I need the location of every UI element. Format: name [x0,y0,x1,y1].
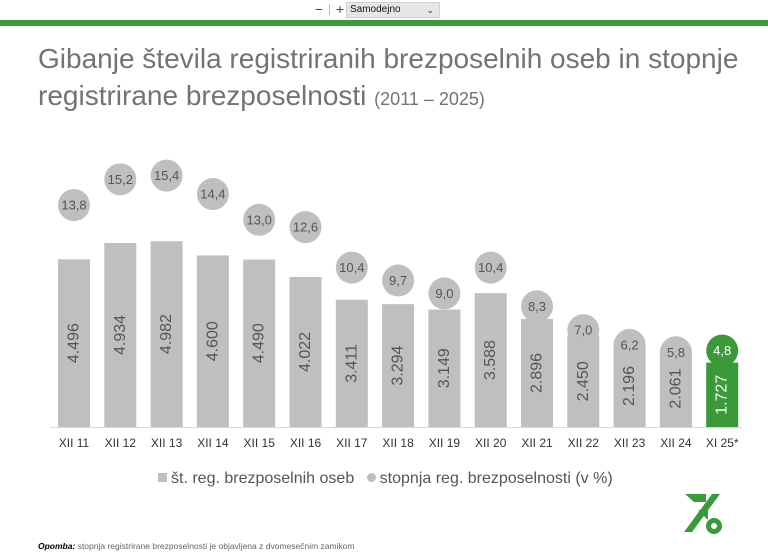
chevron-down-icon: ⌄ [426,5,434,15]
x-tick-label: XII 11 [59,436,90,450]
bar-value-label: 4.982 [158,314,175,354]
chart-legend: št. reg. brezposelnih oseb stopnja reg. … [158,470,613,488]
rate-bubble [521,290,553,323]
bar [382,304,415,427]
bar-value-label: 2.061 [667,368,684,408]
bar [196,255,229,427]
footnote-text: stopnja registrirane brezposelnosti je o… [77,541,355,551]
pdf-toolbar: − + Samodejno ⌄ [0,0,768,20]
rate-value-label: 9,0 [435,286,453,301]
rate-value-label: 13,8 [61,198,86,213]
x-tick-label: XII 24 [660,436,692,450]
bar-value-label: 3.294 [390,345,407,385]
footnote: Opomba: stopnja registrirane brezposelno… [38,541,355,551]
zoom-select[interactable]: Samodejno ⌄ [346,2,440,18]
rate-value-label: 9,7 [389,273,407,288]
bar-value-label: 1.727 [714,375,731,415]
rate-bubble [706,334,739,367]
legend-circle-swatch [366,473,376,482]
rate-value-label: 15,2 [108,172,133,187]
bar-value-label: 4.600 [204,321,221,361]
bar [567,335,600,427]
slide-title-main: Gibanje števila registriranih brezposeln… [38,43,739,111]
x-tick-label: XII 22 [568,436,600,450]
x-tick-label: XII 23 [614,436,646,450]
toolbar-divider [329,4,330,15]
rate-value-label: 6,2 [621,337,639,352]
zoom-in-button[interactable]: + [335,1,345,17]
bar [428,309,461,427]
bar-value-label: 2.450 [575,361,592,401]
header-accent-bar [0,20,768,26]
rate-bubble [659,336,692,369]
bar-value-label: 4.934 [112,315,129,355]
bar [289,276,322,427]
rate-bubble [613,328,646,361]
x-tick-label: XII 20 [475,436,507,450]
slide-title: Gibanje števila registriranih brezposeln… [38,40,758,118]
legend-bar-label: št. reg. brezposelnih oseb [171,470,355,487]
bar [474,293,507,427]
rate-value-label: 14,4 [200,187,225,202]
bar-value-label: 3.411 [343,344,360,383]
x-tick-label: XII 15 [244,436,276,450]
rate-value-label: 8,3 [528,299,546,314]
rate-bubble [289,211,322,244]
rate-value-label: 10,4 [478,260,503,275]
x-tick-label: XII 17 [336,436,368,450]
x-tick-label: XII 18 [382,436,414,450]
x-tick-label: XII 19 [429,436,461,450]
bar-value-label: 4.496 [66,323,83,363]
bar [706,362,739,427]
rate-bubble [567,314,600,347]
bar-value-label: 2.196 [621,366,638,406]
bar-value-label: 4.022 [297,332,314,372]
rate-bubble [382,264,415,297]
legend-bar-swatch [158,473,167,482]
x-tick-label: XI 25* [706,436,739,450]
zrsz-logo-icon [684,494,722,534]
bar-value-label: 2.896 [529,353,546,393]
slide-title-years: (2011 – 2025) [374,89,485,109]
rate-value-label: 4,8 [713,343,731,358]
zoom-select-value: Samodejno [350,4,401,15]
rate-bubble [104,163,137,196]
x-tick-label: XII 13 [151,436,183,450]
bar [150,241,183,427]
rate-bubble [243,203,276,236]
rate-bubble [474,251,507,284]
bar-value-label: 3.149 [436,348,453,388]
zoom-out-button[interactable]: − [314,1,324,17]
x-tick-label: XII 21 [521,436,553,450]
rate-value-label: 7,0 [574,323,592,338]
rate-bubble [58,189,90,222]
x-tick-label: XII 14 [197,436,229,450]
rate-bubble [335,251,368,284]
bar [58,259,90,427]
x-tick-label: XII 12 [105,436,137,450]
footnote-label: Opomba: [38,541,76,551]
rate-bubble [428,277,461,310]
rate-bubble [150,159,183,192]
bar-value-label: 3.588 [482,340,499,380]
rate-value-label: 10,4 [339,260,364,275]
bar [104,242,137,427]
rate-value-label: 15,4 [154,168,179,183]
x-tick-label: XII 16 [290,436,322,450]
bar [521,318,553,427]
rate-value-label: 5,8 [667,345,685,360]
rate-bubble [196,178,229,211]
bar [243,259,276,427]
legend-rate-label: stopnja reg. brezposelnosti (v %) [379,470,613,487]
bar-value-label: 4.490 [251,323,268,363]
rate-value-label: 13,0 [247,212,272,227]
rate-value-label: 12,6 [293,220,318,235]
bar [335,299,368,427]
